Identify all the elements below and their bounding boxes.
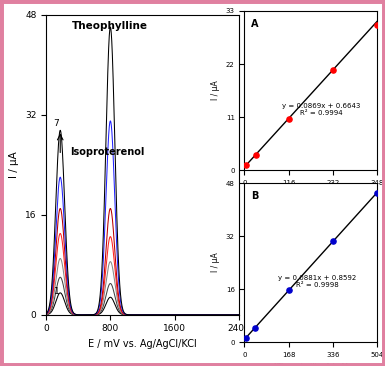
Text: y = 0.0881x + 0.8592
R² = 0.9998: y = 0.0881x + 0.8592 R² = 0.9998 (278, 275, 357, 288)
Point (252, 325, 258, 331)
Text: B: B (251, 191, 258, 201)
Y-axis label: I / μA: I / μA (211, 81, 220, 100)
Point (374, 23, 380, 29)
Point (286, 288, 292, 294)
X-axis label: [Theophylline] / μM: [Theophylline] / μM (274, 363, 348, 366)
Text: 1: 1 (54, 287, 59, 295)
Point (253, 152, 259, 158)
Y-axis label: I / μA: I / μA (9, 151, 19, 178)
X-axis label: [Isoproterenol] / μM: [Isoproterenol] / μM (273, 191, 349, 201)
Point (330, 239, 336, 244)
Point (243, 335, 249, 341)
Text: A: A (251, 19, 259, 29)
Text: 7: 7 (54, 119, 59, 128)
Text: y = 0.0869x + 0.6643
R² = 0.9994: y = 0.0869x + 0.6643 R² = 0.9994 (282, 103, 361, 116)
Point (286, 116, 292, 122)
Y-axis label: I / μA: I / μA (211, 253, 220, 272)
Text: Theophylline: Theophylline (72, 21, 148, 31)
X-axis label: E / mV vs. Ag/AgCl/KCl: E / mV vs. Ag/AgCl/KCl (88, 339, 197, 349)
Point (374, 190, 380, 196)
Point (330, 67, 336, 73)
Point (243, 162, 249, 168)
Text: Isoproterenol: Isoproterenol (70, 147, 145, 157)
